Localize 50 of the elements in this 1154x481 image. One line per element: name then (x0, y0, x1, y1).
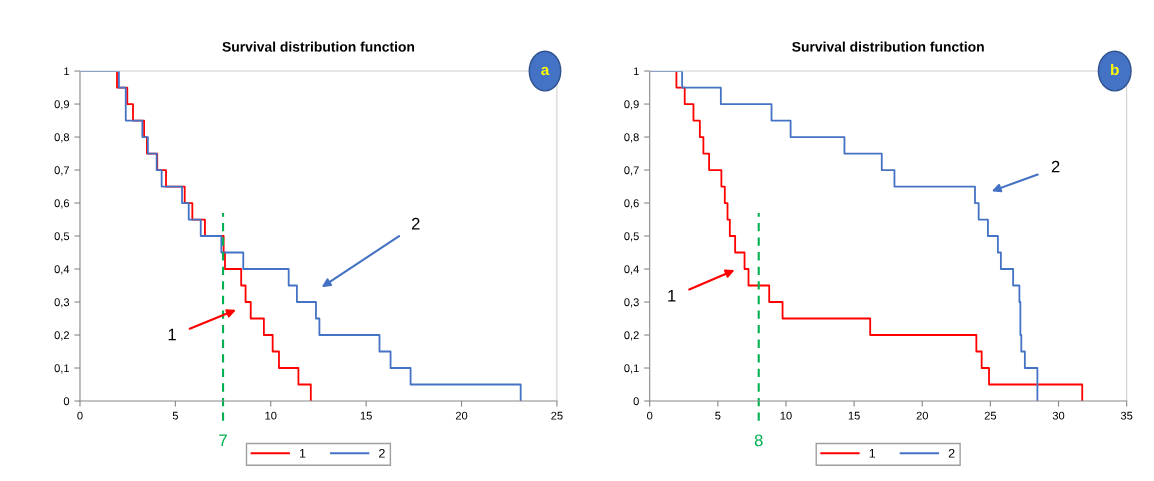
y-tick-label: 1 (633, 67, 639, 76)
chart-title: Survival distribution function (792, 41, 984, 52)
x-tick-label: 0 (77, 411, 83, 420)
y-tick-label: 0,2 (624, 331, 639, 341)
x-tick-label: 15 (848, 411, 860, 420)
x-tick-label: 35 (1120, 411, 1133, 420)
y-tick-label: 0 (633, 397, 639, 406)
x-tick-label: 20 (916, 411, 928, 420)
y-tick-label: 0,5 (624, 232, 639, 242)
annotation: b (1111, 63, 1119, 76)
chart-title: Survival distribution function (222, 41, 415, 52)
y-tick-label: 0,6 (54, 199, 70, 209)
y-tick-label: 0,8 (624, 133, 639, 143)
y-tick-label: 0,1 (54, 364, 70, 374)
x-tick-label: 5 (172, 411, 178, 420)
y-tick-label: 0,4 (624, 265, 639, 275)
y-tick-label: 0,9 (624, 100, 639, 110)
annotation: 1 (168, 328, 176, 341)
legend-label: 2 (948, 448, 955, 458)
legend-label: 1 (299, 449, 306, 458)
x-tick-label: 10 (265, 411, 277, 420)
x-tick-label: 0 (647, 411, 653, 420)
y-tick-label: 0,2 (54, 331, 69, 341)
x-tick-label: 30 (1052, 411, 1065, 420)
y-tick-label: 0,4 (54, 265, 70, 275)
x-tick-label: 10 (780, 411, 792, 420)
y-tick-label: 0 (63, 397, 70, 406)
y-tick-label: 0,7 (624, 166, 639, 176)
y-tick-label: 0,3 (624, 298, 639, 308)
legend-label: 2 (379, 448, 385, 458)
y-tick-label: 0,1 (624, 364, 639, 374)
x-tick-label: 5 (715, 411, 721, 420)
annotation: 2 (1051, 160, 1060, 173)
x-tick-label: 15 (360, 411, 372, 420)
annotation: a (541, 66, 550, 76)
x-tick-label: 25 (984, 411, 997, 420)
y-tick-label: 1 (64, 67, 70, 76)
y-tick-label: 0,7 (54, 166, 69, 176)
ref-line-label: 7 (219, 434, 227, 447)
annotation: 1 (668, 289, 676, 302)
legend-label: 1 (869, 449, 876, 458)
y-tick-label: 0,9 (54, 100, 70, 110)
y-tick-label: 0,6 (624, 199, 639, 209)
ref-line-label: 8 (754, 434, 763, 447)
y-tick-label: 0,8 (54, 133, 70, 143)
y-tick-label: 0,5 (54, 232, 70, 242)
y-tick-label: 0,3 (54, 298, 70, 308)
annotation: 2 (411, 217, 420, 230)
x-tick-label: 25 (551, 411, 563, 420)
x-tick-label: 20 (455, 411, 468, 420)
